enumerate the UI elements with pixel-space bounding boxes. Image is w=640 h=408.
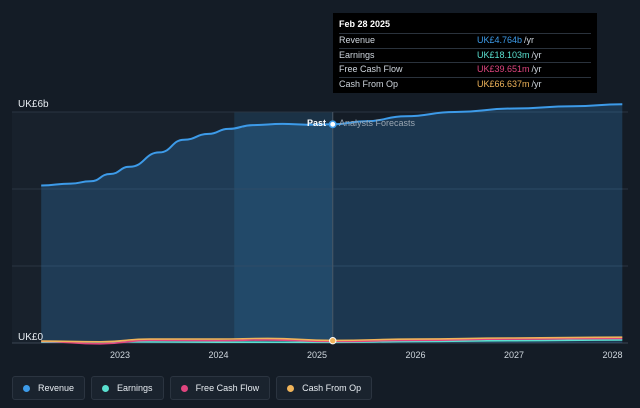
tooltip-row-earnings: Earnings UK£18.103m /yr	[339, 47, 591, 63]
revenue-dot-icon	[23, 384, 30, 392]
tooltip-value: UK£4.764b	[477, 35, 523, 45]
legend-item-revenue[interactable]: Revenue	[12, 376, 86, 400]
tooltip-label: Cash From Op	[339, 78, 399, 89]
x-tick-label: 2027	[504, 350, 524, 360]
revenue-marker	[328, 120, 337, 129]
forecast-label: Analysts Forecasts	[339, 118, 416, 128]
legend-item-earnings[interactable]: Earnings	[91, 376, 164, 400]
x-tick-label: 2023	[110, 350, 130, 360]
cash-from-op-marker	[329, 336, 337, 345]
tooltip-unit: /yr	[531, 64, 542, 74]
legend: Revenue Earnings Free Cash Flow Cash Fro…	[12, 376, 378, 400]
free-cash-flow-line	[41, 337, 623, 345]
x-axis-ticks: 2023 2024 2025 2026 2027 2028	[110, 350, 623, 360]
highlight-band	[234, 112, 333, 343]
x-tick-label: 2025	[307, 350, 327, 360]
cash-from-op-line	[41, 336, 623, 343]
free-cash-flow-dot-icon	[180, 384, 188, 392]
tooltip-date: Feb 28 2025	[339, 19, 391, 29]
tooltip-label: Earnings	[339, 49, 375, 60]
legend-item-free-cash-flow[interactable]: Free Cash Flow	[169, 376, 271, 400]
revenue-line	[41, 103, 623, 187]
chart-background	[12, 112, 333, 343]
x-tick-label: 2026	[405, 350, 425, 360]
x-tick-label: 2024	[208, 350, 228, 360]
tooltip: Feb 28 2025 Revenue UK£4.764b /yr Earnin…	[333, 13, 597, 93]
chart-labels: UK£6b UK£0 Past Analysts Forecasts	[18, 99, 416, 343]
legend-label: Free Cash Flow	[195, 383, 260, 393]
cash-from-op-dot-icon	[287, 384, 295, 392]
legend-label: Cash From Op	[302, 383, 362, 393]
series-layer	[41, 103, 623, 345]
tooltip-unit: /yr	[531, 49, 542, 60]
tooltip-row-free-cash-flow: Free Cash Flow UK£39.651m /yr	[339, 62, 591, 77]
legend-item-cash-from-op[interactable]: Cash From Op	[276, 376, 373, 400]
hover-markers	[328, 120, 337, 345]
past-label: Past	[307, 118, 326, 128]
tooltip-value: UK£39.651m	[477, 64, 530, 74]
x-tick-label: 2028	[602, 350, 622, 360]
tooltip-row-cash-from-op: Cash From Op UK£66.637m /yr	[339, 76, 591, 92]
y-axis-bottom-label: UK£0	[18, 332, 43, 343]
tooltip-label: Revenue	[339, 35, 376, 45]
tooltip-value: UK£18.103m	[477, 49, 530, 60]
tooltip-value: UK£66.637m	[477, 78, 530, 89]
tooltip-unit: /yr	[524, 35, 535, 45]
tooltip-unit: /yr	[531, 78, 542, 89]
legend-label: Earnings	[117, 383, 153, 393]
tooltip-row-revenue: Revenue UK£4.764b /yr	[339, 33, 591, 48]
y-axis-top-label: UK£6b	[18, 99, 49, 110]
earnings-dot-icon	[102, 384, 110, 392]
legend-label: Revenue	[38, 383, 75, 393]
revenue-area	[41, 104, 623, 343]
tooltip-label: Free Cash Flow	[339, 64, 403, 74]
